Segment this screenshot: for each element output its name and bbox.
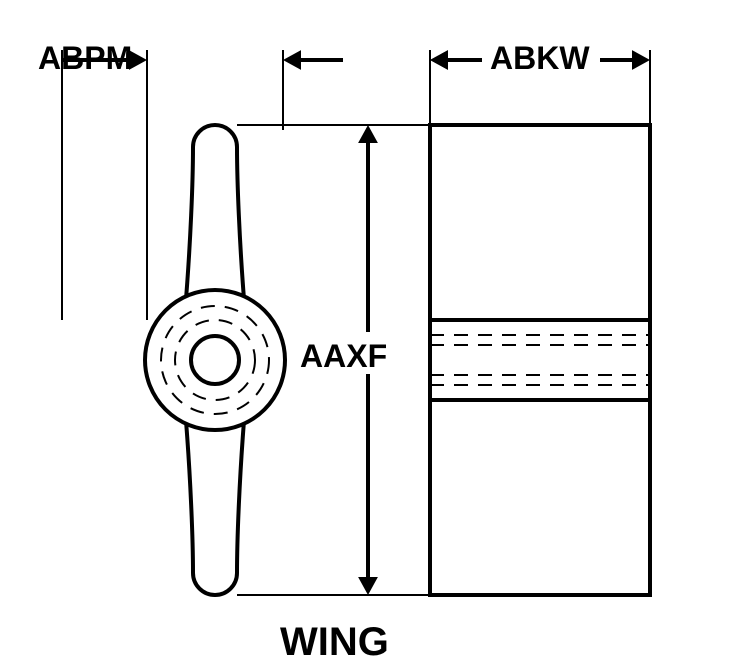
dim-label-abpm: ABPM	[38, 40, 132, 77]
dim-label-abkw: ABKW	[490, 40, 590, 77]
wing-diagram-svg	[0, 0, 738, 672]
dim-label-aaxf: AAXF	[300, 338, 387, 375]
diagram-title: WING	[280, 620, 389, 665]
diagram-canvas: ABPM ABKW AAXF WING	[0, 0, 738, 672]
